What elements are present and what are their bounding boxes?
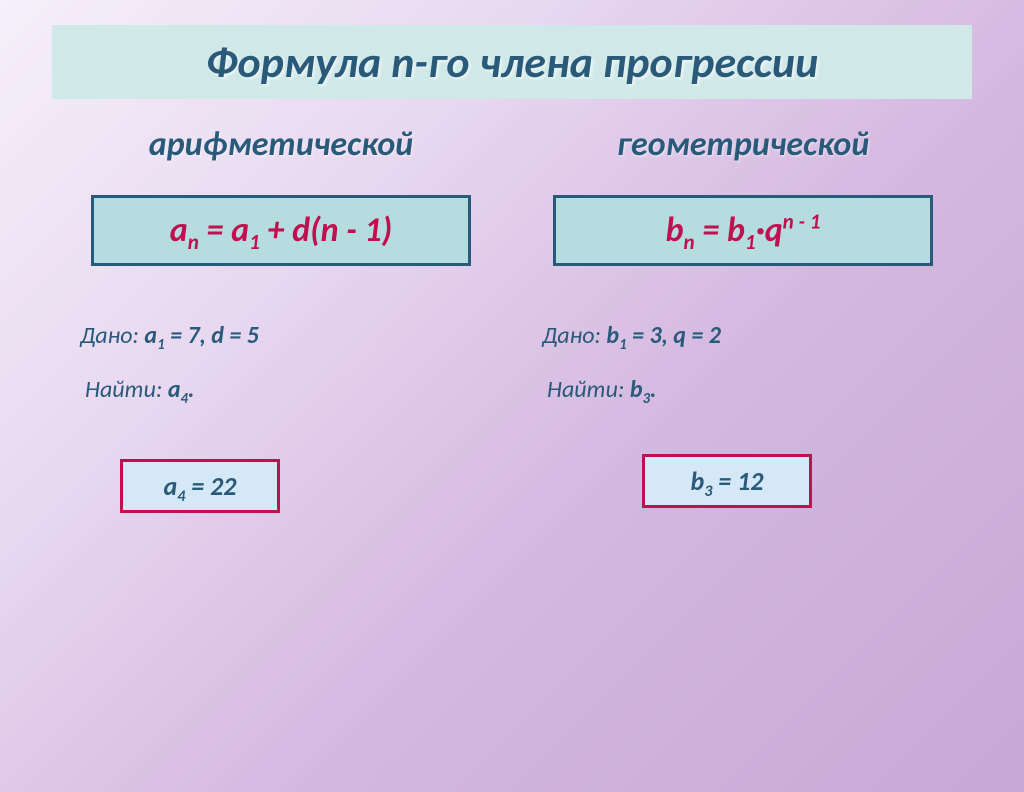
geometric-formula-box: bn = b1·qn - 1	[553, 195, 933, 266]
geometric-answer: b3 = 12	[655, 465, 799, 497]
given-value: a1 = 7, d = 5	[144, 321, 258, 350]
arithmetic-answer-box: a4 = 22	[120, 459, 280, 513]
find-label: Найти:	[547, 375, 624, 404]
arithmetic-given: Дано: a1 = 7, d = 5	[80, 321, 512, 350]
geometric-formula: bn = b1·qn - 1	[566, 210, 920, 251]
given-value: b1 = 3, q = 2	[606, 321, 720, 350]
geometric-subheading: геометрической	[512, 124, 974, 165]
arithmetic-column: арифметической an = a1 + d(n - 1) Дано: …	[50, 124, 512, 513]
geometric-find: Найти: b3.	[547, 375, 974, 404]
arithmetic-subheading: арифметической	[50, 124, 512, 165]
arithmetic-find: Найти: a4.	[85, 375, 512, 404]
find-value: a4.	[168, 375, 195, 404]
geometric-column: геометрической bn = b1·qn - 1 Дано: b1 =…	[512, 124, 974, 513]
geometric-answer-box: b3 = 12	[642, 454, 812, 508]
find-label: Найти:	[85, 375, 162, 404]
geometric-given: Дано: b1 = 3, q = 2	[542, 321, 974, 350]
page-title: Формула n-го члена прогрессии	[72, 35, 952, 89]
arithmetic-answer: a4 = 22	[133, 470, 267, 502]
content-columns: арифметической an = a1 + d(n - 1) Дано: …	[0, 124, 1024, 513]
arithmetic-formula-box: an = a1 + d(n - 1)	[91, 195, 471, 266]
find-value: b3.	[630, 375, 657, 404]
arithmetic-formula: an = a1 + d(n - 1)	[104, 210, 458, 251]
title-box: Формула n-го члена прогрессии	[52, 25, 972, 99]
given-label: Дано:	[542, 321, 601, 350]
given-label: Дано:	[80, 321, 139, 350]
